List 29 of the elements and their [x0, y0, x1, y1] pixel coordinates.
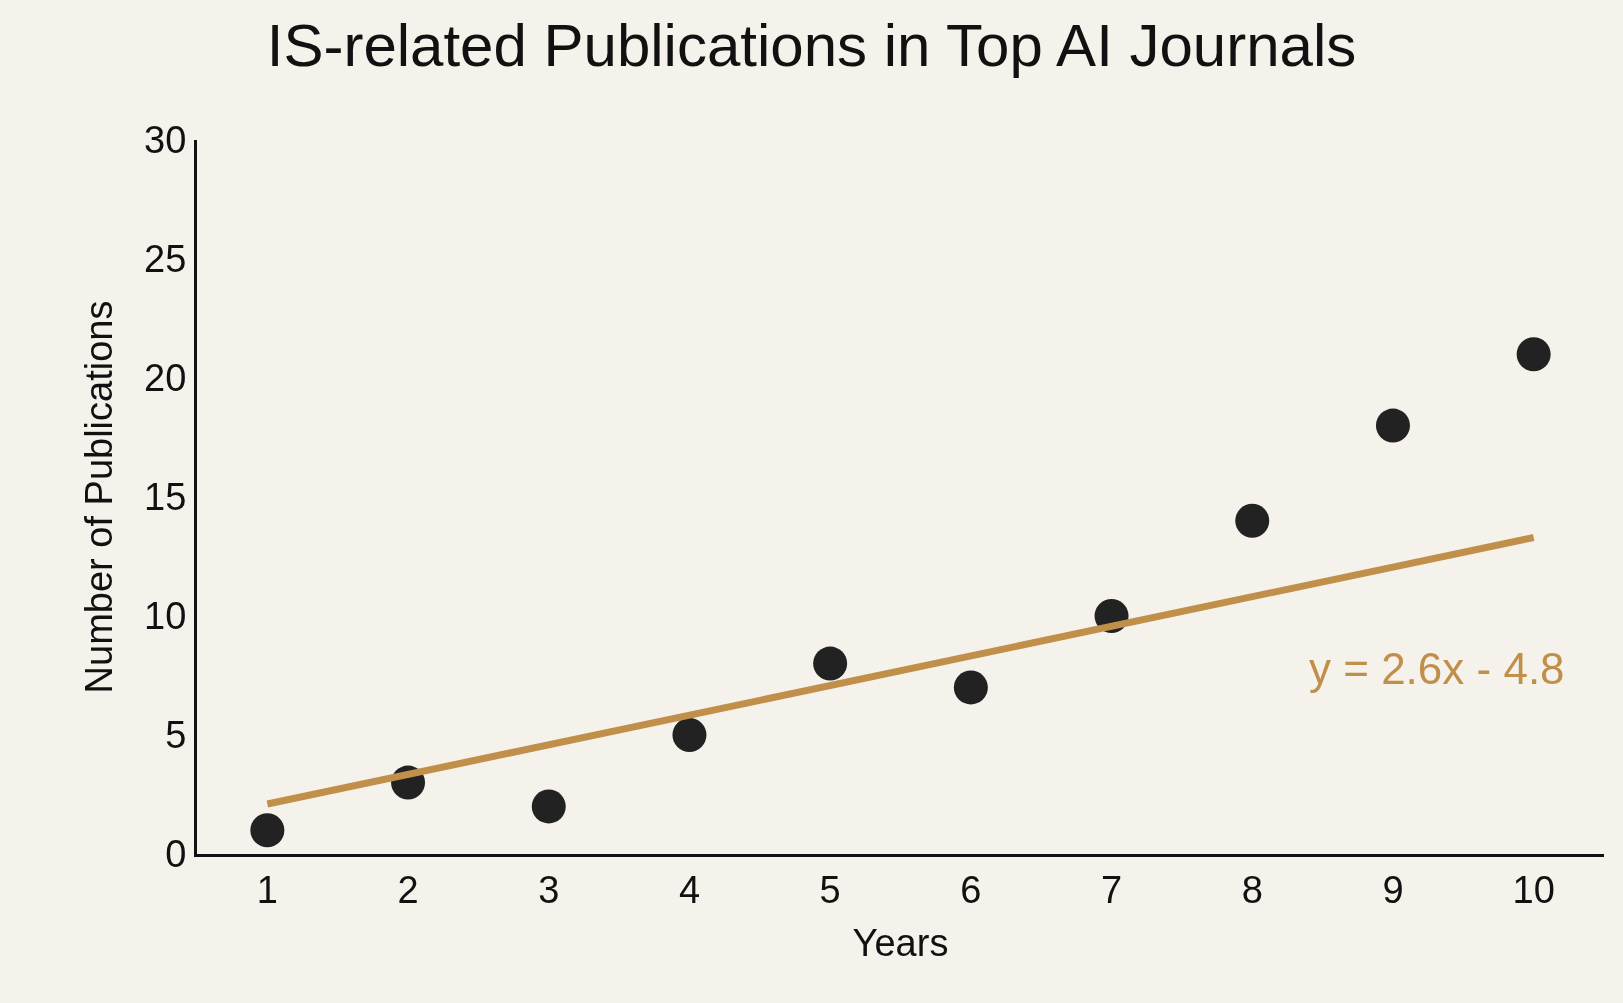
x-axis-title: Years: [852, 921, 949, 964]
x-tick-label: 7: [1100, 868, 1123, 911]
y-tick-label: 20: [144, 357, 187, 400]
x-tick-label: 10: [1512, 868, 1555, 911]
point: [953, 670, 988, 705]
x-tick-label: 4: [678, 868, 701, 911]
y-tick-label: 25: [144, 238, 187, 281]
y-tick-label: 10: [144, 595, 187, 638]
y-tick-label: 30: [144, 119, 187, 162]
y-axis-title: Number of Publications: [78, 300, 121, 694]
x-tick-label: 6: [960, 868, 982, 911]
y-tick-label: 0: [165, 833, 187, 876]
x-tick-label: 8: [1241, 868, 1263, 911]
point: [672, 718, 707, 752]
point: [1375, 408, 1410, 443]
x-tick-label: 9: [1382, 868, 1404, 911]
annotation: y = 2.6x - 4.8: [1309, 644, 1565, 693]
point: [813, 646, 848, 681]
point: [250, 813, 285, 848]
x-tick-label: 5: [819, 868, 841, 911]
y-tick-label: 5: [165, 714, 187, 757]
x-tick-label: 1: [256, 868, 278, 911]
y-tick-label: 15: [144, 476, 187, 519]
point: [1516, 337, 1551, 372]
point: [1235, 503, 1270, 538]
chart-title: IS-related Publications in Top AI Journals: [266, 12, 1357, 80]
x-tick-label: 2: [397, 868, 419, 911]
point: [531, 789, 566, 824]
x-tick-label: 3: [538, 868, 560, 911]
